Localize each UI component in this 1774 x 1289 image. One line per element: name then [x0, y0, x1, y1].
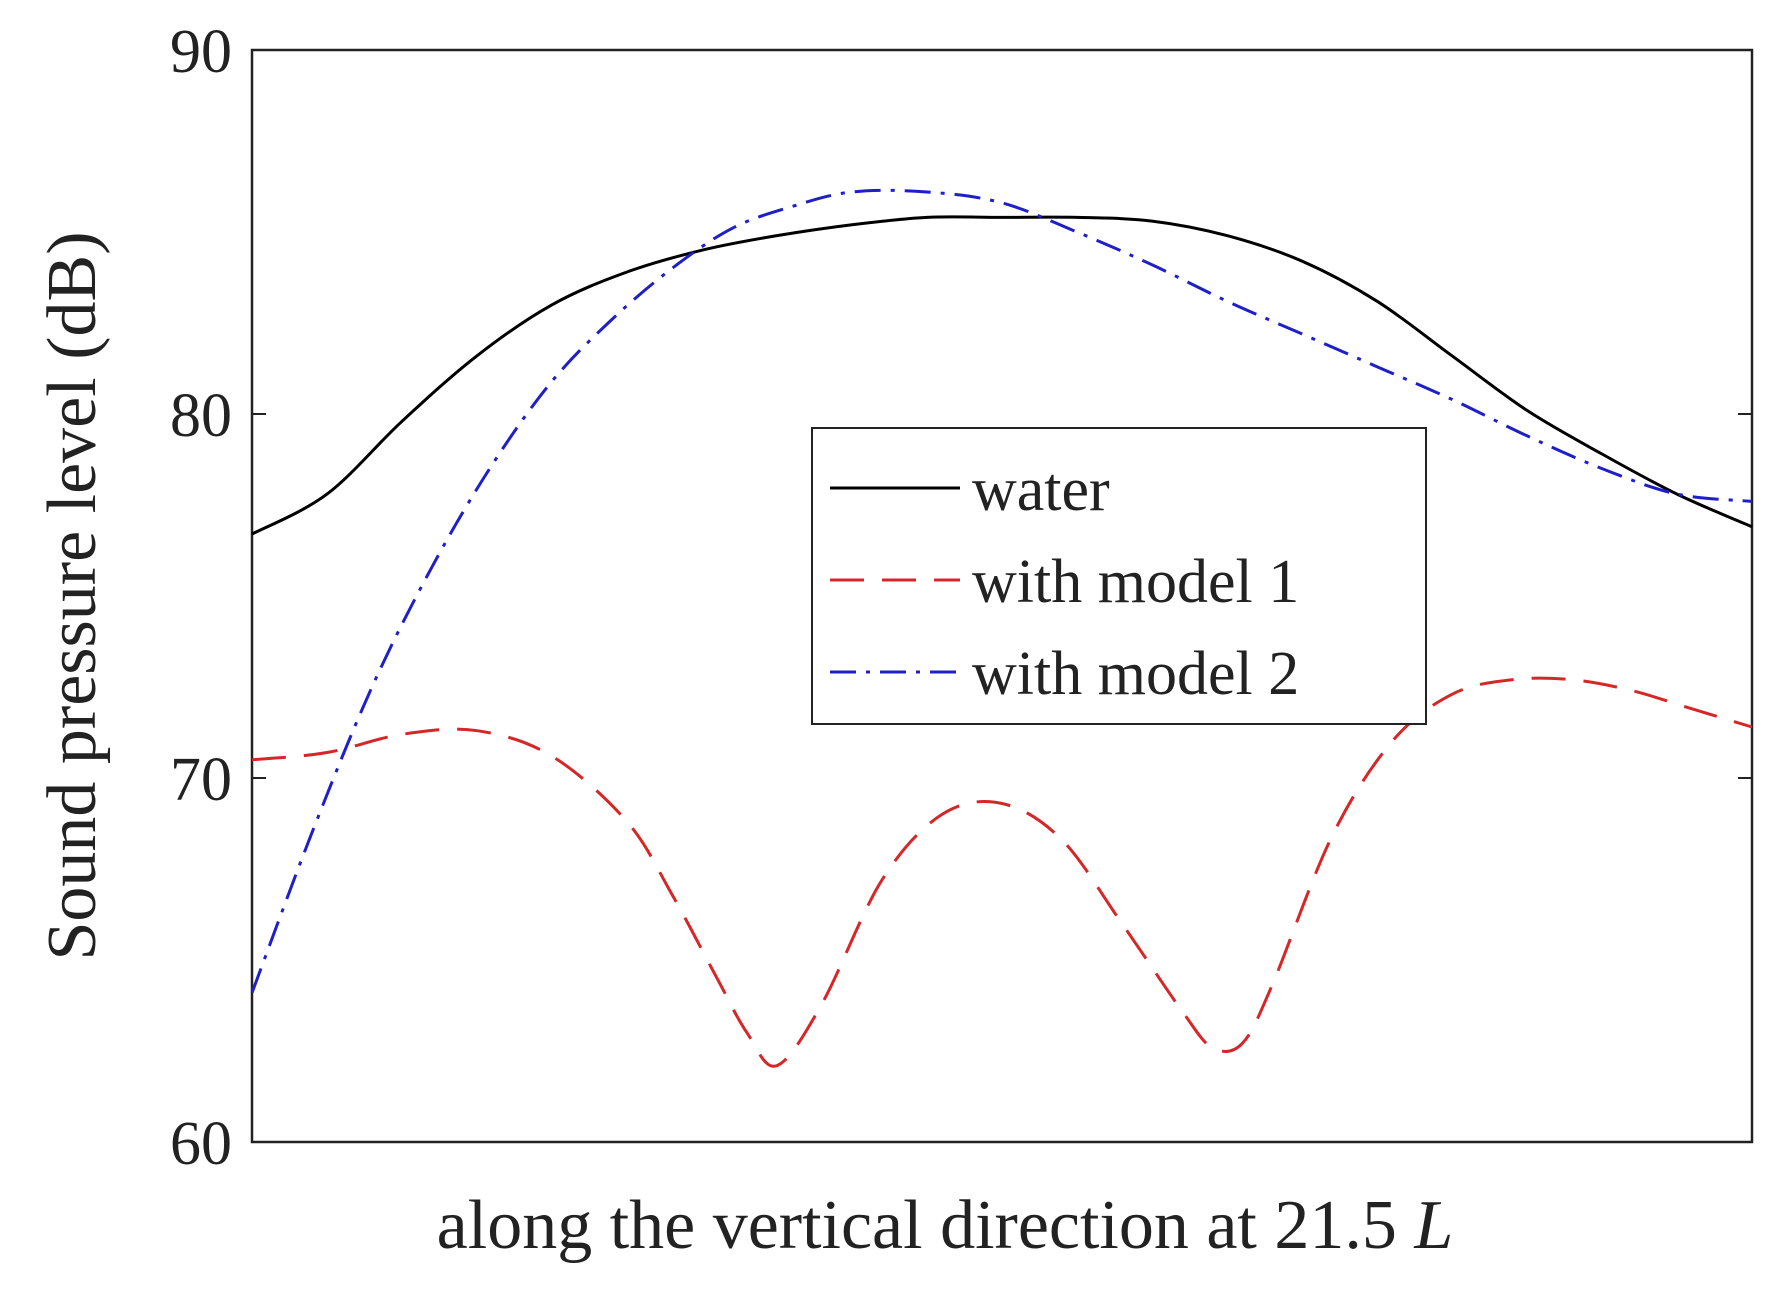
series-layer [250, 188, 1753, 1068]
x-axis-label-text: along the vertical direction at 21.5 [437, 1187, 1397, 1264]
y-axis-label: Sound pressure level (dB) [34, 231, 111, 960]
y-tick-label: 60 [170, 1110, 232, 1178]
legend-label-3: with model 2 [972, 640, 1299, 708]
series-line-1 [251, 215, 1753, 536]
y-tick-label: 80 [170, 382, 232, 450]
legend-label-2: with model 1 [972, 548, 1299, 616]
x-axis-label-variable: L [1413, 1187, 1453, 1264]
legend: water with model 1 with model 2 [811, 427, 1427, 725]
series-line-3 [250, 188, 1753, 994]
legend-label-1: water [972, 456, 1110, 524]
y-tick-label: 70 [170, 746, 232, 814]
y-axis-ticks: 60 70 80 90 [170, 18, 1752, 1178]
legend-box [811, 427, 1427, 725]
y-tick-label: 90 [170, 18, 232, 86]
x-axis-label: along the vertical direction at 21.5 L [437, 1187, 1454, 1264]
series-line-2 [251, 676, 1753, 1068]
